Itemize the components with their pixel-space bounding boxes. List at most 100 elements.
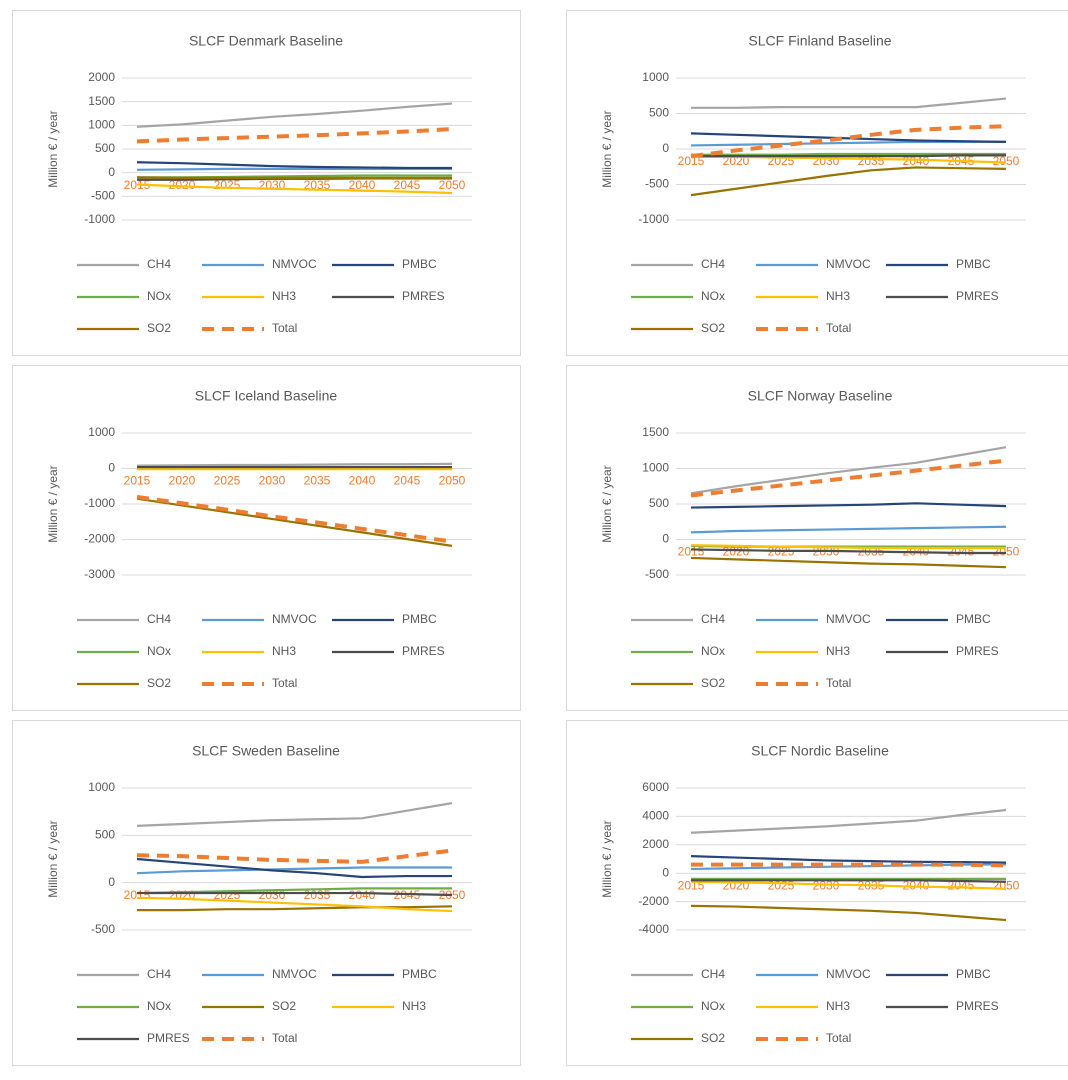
series-line bbox=[136, 167, 452, 171]
y-tick-label: -1000 bbox=[84, 212, 115, 226]
series-line bbox=[690, 548, 1006, 555]
y-tick-label: 1500 bbox=[642, 425, 669, 439]
y-tick-label: 1000 bbox=[642, 70, 669, 84]
y-tick-label: 0 bbox=[662, 865, 669, 879]
y-tick-label: -500 bbox=[645, 177, 669, 191]
legend-label: CH4 bbox=[147, 257, 171, 271]
legend-label: SO2 bbox=[147, 321, 171, 335]
y-tick-label: 500 bbox=[95, 141, 115, 155]
legend-label: PMRES bbox=[956, 289, 999, 303]
series-line bbox=[136, 161, 452, 170]
x-tick-label: 2015 bbox=[124, 474, 151, 488]
legend-label: SO2 bbox=[272, 999, 296, 1013]
series-line bbox=[136, 896, 453, 913]
x-tick-label: 2035 bbox=[858, 154, 885, 168]
y-tick-label: -500 bbox=[645, 567, 669, 581]
series-line bbox=[690, 904, 1007, 922]
series-line bbox=[136, 497, 453, 547]
chart-panel: SLCF Sweden Baseline Million € / year -500… bbox=[12, 720, 521, 1066]
series-line bbox=[690, 544, 1006, 550]
series-line bbox=[690, 446, 1007, 495]
legend-label: PMBC bbox=[402, 257, 437, 271]
y-tick-label: 1000 bbox=[88, 118, 115, 132]
series-line bbox=[136, 494, 453, 544]
x-tick-label: 2020 bbox=[169, 474, 196, 488]
y-tick-label: 0 bbox=[108, 875, 115, 889]
legend-label: Total bbox=[826, 321, 851, 335]
legend-label: PMBC bbox=[956, 612, 991, 626]
series-line bbox=[690, 132, 1007, 143]
series-line bbox=[691, 879, 1007, 883]
x-tick-label: 2015 bbox=[678, 545, 705, 559]
chart-title: SLCF Nordic Baseline bbox=[751, 743, 889, 759]
y-tick-label: 1000 bbox=[642, 461, 669, 475]
x-tick-label: 2035 bbox=[304, 888, 331, 902]
y-tick-label: -2000 bbox=[84, 532, 115, 546]
x-tick-label: 2045 bbox=[394, 474, 421, 488]
y-tick-label: 0 bbox=[662, 532, 669, 546]
legend-label: NMVOC bbox=[272, 612, 317, 626]
chart-title: SLCF Iceland Baseline bbox=[195, 388, 338, 404]
legend-label: SO2 bbox=[701, 1031, 725, 1045]
legend-label: SO2 bbox=[701, 321, 725, 335]
series-line bbox=[691, 154, 1006, 158]
x-tick-label: 2030 bbox=[259, 474, 286, 488]
legend-label: NOx bbox=[701, 289, 725, 303]
y-tick-label: 2000 bbox=[88, 70, 115, 84]
legend-label: NMVOC bbox=[826, 967, 871, 981]
legend-label: NOx bbox=[701, 999, 725, 1013]
series-line bbox=[137, 905, 453, 912]
series-line bbox=[690, 855, 1007, 864]
chart-panel: SLCF Finland Baseline Million € / year -10… bbox=[566, 10, 1068, 356]
y-axis-label: Million € / year bbox=[46, 110, 60, 187]
chart-title: SLCF Norway Baseline bbox=[748, 388, 893, 404]
legend-label: NOx bbox=[147, 999, 171, 1013]
y-axis-label: Million € / year bbox=[600, 110, 614, 187]
series-line bbox=[690, 124, 1007, 159]
y-tick-label: 500 bbox=[649, 496, 669, 510]
x-tick-label: 2050 bbox=[993, 878, 1020, 892]
series-line bbox=[690, 880, 1007, 890]
legend-label: PMBC bbox=[402, 612, 437, 626]
series-line bbox=[690, 166, 1007, 197]
legend-label: NOx bbox=[147, 289, 171, 303]
legend-label: CH4 bbox=[701, 967, 725, 981]
y-tick-label: -500 bbox=[91, 922, 115, 936]
y-tick-label: 2000 bbox=[642, 837, 669, 851]
panel-border bbox=[566, 10, 1068, 356]
chart-panel: SLCF Denmark Baseline Million € / year -10… bbox=[12, 10, 521, 356]
legend-label: CH4 bbox=[701, 612, 725, 626]
legend-label: NMVOC bbox=[272, 967, 317, 981]
x-tick-label: 2050 bbox=[993, 154, 1020, 168]
legend-label: SO2 bbox=[701, 676, 725, 690]
legend-label: Total bbox=[826, 676, 851, 690]
x-tick-label: 2040 bbox=[349, 474, 376, 488]
x-tick-label: 2035 bbox=[304, 178, 331, 192]
legend-label: NOx bbox=[147, 644, 171, 658]
y-tick-label: -500 bbox=[91, 189, 115, 203]
series-line bbox=[136, 127, 453, 144]
y-tick-label: 500 bbox=[95, 828, 115, 842]
series-line bbox=[136, 887, 452, 895]
chart-panel: SLCF Iceland Baseline Million € / year -30… bbox=[12, 365, 521, 711]
series-line bbox=[690, 525, 1007, 534]
legend-label: NH3 bbox=[272, 289, 296, 303]
y-tick-label: -4000 bbox=[638, 922, 669, 936]
y-tick-label: -1000 bbox=[84, 496, 115, 510]
chart-title: SLCF Denmark Baseline bbox=[189, 33, 343, 49]
x-tick-label: 2035 bbox=[304, 474, 331, 488]
legend-label: NH3 bbox=[826, 289, 850, 303]
series-line bbox=[691, 97, 1007, 109]
x-tick-label: 2040 bbox=[903, 154, 930, 168]
legend-label: NMVOC bbox=[272, 257, 317, 271]
legend-label: PMRES bbox=[402, 289, 445, 303]
x-tick-label: 2025 bbox=[214, 474, 241, 488]
x-tick-label: 2040 bbox=[349, 888, 376, 902]
panel-border bbox=[566, 365, 1068, 711]
x-tick-label: 2045 bbox=[394, 178, 421, 192]
legend-label: NOx bbox=[701, 644, 725, 658]
y-axis-label: Million € / year bbox=[46, 465, 60, 542]
legend-label: NH3 bbox=[402, 999, 426, 1013]
